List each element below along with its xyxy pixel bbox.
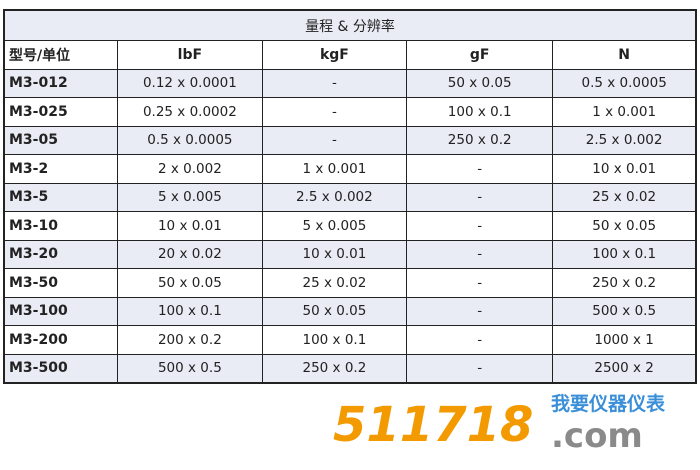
value-cell: 10 x 0.01 xyxy=(117,211,263,241)
model-cell: M3-025 xyxy=(3,97,119,127)
value-cell: - xyxy=(261,97,408,127)
value-cell: 50 x 0.05 xyxy=(261,296,408,326)
model-cell: M3-012 xyxy=(3,68,119,98)
value-cell: 500 x 0.5 xyxy=(552,296,697,326)
value-cell: 50 x 0.05 xyxy=(406,68,554,98)
value-cell: 2.5 x 0.002 xyxy=(552,125,697,155)
value-cell: 50 x 0.05 xyxy=(552,211,697,241)
table-row: M3-500 500 x 0.5 250 x 0.2-2500 x 2 xyxy=(3,353,697,384)
value-cell: 250 x 0.2 xyxy=(406,125,554,155)
range-resolution-table: 量程 & 分辨率 型号/单位 lbF kgF gF N M3-012 0.12 x 0.0… xyxy=(3,9,697,384)
value-cell: 1 x 0.001 xyxy=(261,154,408,184)
model-cell: M3-20 xyxy=(3,239,119,269)
value-cell: 250 x 0.2 xyxy=(261,353,408,384)
value-cell: - xyxy=(406,182,554,212)
value-cell: 100 x 0.1 xyxy=(552,239,697,269)
table-row: M3-5 5 x 0.005 2.5 x 0.002-25 x 0.02 xyxy=(3,182,697,212)
model-cell: M3-100 xyxy=(3,296,119,326)
value-cell: 500 x 0.5 xyxy=(117,353,263,384)
value-cell: 20 x 0.02 xyxy=(117,239,263,269)
table-row: M3-10 10 x 0.01 5 x 0.005-50 x 0.05 xyxy=(3,211,697,241)
table-row: M3-20 20 x 0.02 10 x 0.01-100 x 0.1 xyxy=(3,239,697,269)
value-cell: 5 x 0.005 xyxy=(117,182,263,212)
value-cell: 0.5 x 0.0005 xyxy=(552,68,697,98)
value-cell: 1 x 0.001 xyxy=(552,97,697,127)
model-cell: M3-05 xyxy=(3,125,119,155)
logo-number: 511718 xyxy=(333,397,534,453)
value-cell: - xyxy=(406,211,554,241)
value-cell: 2.5 x 0.002 xyxy=(261,182,408,212)
value-cell: 25 x 0.02 xyxy=(552,182,697,212)
value-cell: 0.12 x 0.0001 xyxy=(117,68,263,98)
value-cell: 10 x 0.01 xyxy=(552,154,697,184)
table-row: M3-100 100 x 0.1 50 x 0.05-500 x 0.5 xyxy=(3,296,697,326)
value-cell: 2500 x 2 xyxy=(552,353,697,384)
watermark-logo: 511718 我要仪器仪表 .com xyxy=(333,393,693,463)
model-cell: M3-5 xyxy=(3,182,119,212)
value-cell: 50 x 0.05 xyxy=(117,268,263,298)
column-header: 型号/单位 xyxy=(3,40,119,70)
column-header: gF xyxy=(406,40,554,70)
value-cell: 0.25 x 0.0002 xyxy=(117,97,263,127)
logo-domain: .com xyxy=(551,416,643,456)
value-cell: - xyxy=(406,296,554,326)
value-cell: 10 x 0.01 xyxy=(261,239,408,269)
header-row: 型号/单位 lbF kgF gF N xyxy=(3,40,697,70)
model-cell: M3-10 xyxy=(3,211,119,241)
logo-chinese: 我要仪器仪表 xyxy=(551,393,666,415)
column-header: N xyxy=(552,40,697,70)
value-cell: - xyxy=(406,353,554,384)
table-row: M3-05 0.5 x 0.0005-250 x 0.2 2.5 x 0.002 xyxy=(3,125,697,155)
value-cell: 5 x 0.005 xyxy=(261,211,408,241)
model-cell: M3-50 xyxy=(3,268,119,298)
value-cell: - xyxy=(261,125,408,155)
table-row: M3-50 50 x 0.05 25 x 0.02-250 x 0.2 xyxy=(3,268,697,298)
value-cell: 0.5 x 0.0005 xyxy=(117,125,263,155)
value-cell: - xyxy=(261,68,408,98)
value-cell: - xyxy=(406,154,554,184)
value-cell: 2 x 0.002 xyxy=(117,154,263,184)
table-row: M3-025 0.25 x 0.0002-100 x 0.1 1 x 0.001 xyxy=(3,97,697,127)
column-header: lbF xyxy=(117,40,263,70)
value-cell: 250 x 0.2 xyxy=(552,268,697,298)
value-cell: 25 x 0.02 xyxy=(261,268,408,298)
table-row: M3-2 2 x 0.002 1 x 0.001-10 x 0.01 xyxy=(3,154,697,184)
value-cell: 200 x 0.2 xyxy=(117,325,263,355)
column-header: kgF xyxy=(261,40,408,70)
value-cell: - xyxy=(406,325,554,355)
model-cell: M3-2 xyxy=(3,154,119,184)
model-cell: M3-500 xyxy=(3,353,119,384)
value-cell: 100 x 0.1 xyxy=(406,97,554,127)
value-cell: - xyxy=(406,268,554,298)
table-row: M3-200 200 x 0.2 100 x 0.1-1000 x 1 xyxy=(3,325,697,355)
value-cell: 100 x 0.1 xyxy=(117,296,263,326)
table-row: M3-012 0.12 x 0.0001-50 x 0.05 0.5 x 0.000… xyxy=(3,68,697,98)
value-cell: 1000 x 1 xyxy=(552,325,697,355)
model-cell: M3-200 xyxy=(3,325,119,355)
value-cell: 100 x 0.1 xyxy=(261,325,408,355)
table-title: 量程 & 分辨率 xyxy=(3,9,697,41)
value-cell: - xyxy=(406,239,554,269)
